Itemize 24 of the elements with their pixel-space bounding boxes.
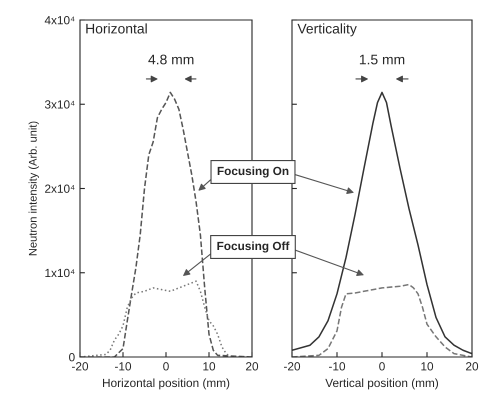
- y-axis-title: Neutron intensity (Arb. unit): [28, 122, 39, 256]
- annotation: 4.8 mm: [148, 54, 194, 64]
- x-tick-label: -10: [114, 362, 132, 371]
- y-tick-label: 1x10⁴: [45, 268, 75, 278]
- x-tick-label: 10: [421, 362, 434, 371]
- annotation: Horizontal: [86, 23, 147, 34]
- annotation: Verticality: [297, 23, 357, 36]
- x-tick-label: 0: [379, 362, 385, 371]
- annotation: 1.5 mm: [360, 54, 404, 64]
- x-tick-label: 20: [466, 362, 478, 371]
- x-axis-title: Vertical position (mm): [325, 378, 438, 390]
- text: Focusing Off: [217, 241, 290, 253]
- y-tick-label: 2x10⁴: [45, 184, 75, 193]
- x-tick-label: 20: [246, 362, 258, 371]
- y-tick-label: 3x10⁴: [44, 100, 75, 109]
- x-tick-label: -20: [72, 362, 88, 371]
- x-axis-title: Horizontal position (mm): [103, 378, 230, 390]
- x-tick-label: -10: [328, 362, 346, 371]
- y-tick-label: 0: [69, 353, 75, 362]
- y-tick-label: 4x10⁴: [44, 16, 75, 24]
- x-tick-label: 0: [163, 362, 169, 371]
- x-tick-label: 10: [203, 362, 216, 371]
- text: Focusing On: [218, 166, 288, 178]
- x-tick-label: -20: [284, 362, 300, 371]
